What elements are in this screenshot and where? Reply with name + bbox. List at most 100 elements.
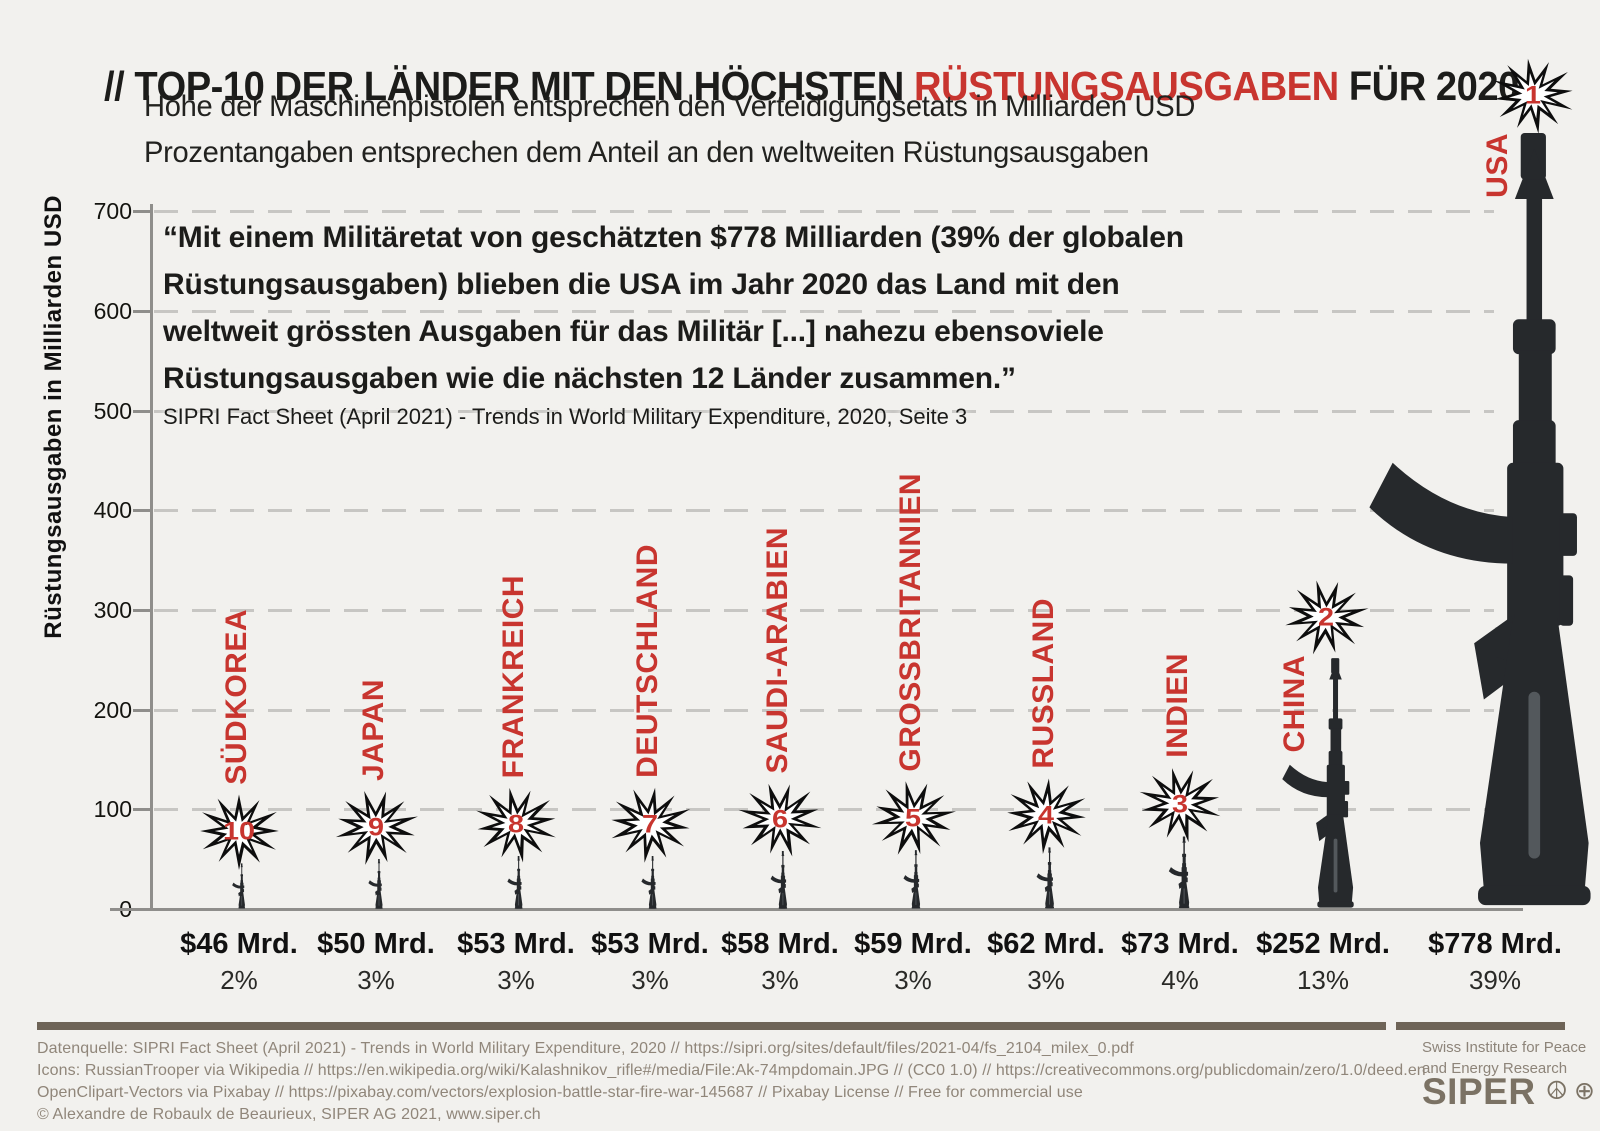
brand-org-line1: Swiss Institute for Peace [1422, 1039, 1587, 1056]
title-accent: RÜSTUNGSAUSGABEN [913, 63, 1339, 110]
rank-badge-6: 6 [732, 777, 828, 866]
svg-text:6: 6 [772, 805, 788, 833]
gun-bar-grossbritannien [902, 850, 924, 909]
value-label-saudi-arabien: $58 Mrd. [721, 928, 839, 960]
country-label-indien: INDIEN [1161, 653, 1194, 758]
explosion-burst-svg: 7 [611, 787, 691, 863]
gun-bar-frankreich [506, 856, 526, 909]
value-label-südkorea: $46 Mrd. [180, 928, 298, 960]
footer-source-line: Datenquelle: SIPRI Fact Sheet (April 202… [37, 1040, 1134, 1057]
gun-bar-china [1276, 658, 1370, 909]
country-label-frankreich: FRANKREICH [497, 574, 530, 778]
country-label-japan: JAPAN [357, 679, 390, 781]
share-label-saudi-arabien: 3% [761, 965, 799, 995]
page-title: // TOP-10 DER LÄNDER MIT DEN HÖCHSTEN RÜ… [104, 63, 1519, 110]
share-label-grossbritannien: 3% [894, 965, 932, 995]
footer-copyright-line: © Alexandre de Robaulx de Beaurieux, SIP… [37, 1106, 541, 1123]
subtitle-line-1: Höhe der Maschinenpistolen entsprechen d… [144, 90, 1196, 123]
svg-text:1: 1 [1525, 81, 1541, 109]
explosion-burst-svg: 2 [1285, 580, 1369, 655]
gridline-100 [154, 808, 1494, 812]
gun-bar-russland [1035, 847, 1058, 909]
y-axis-line [150, 204, 153, 910]
share-label-indien: 4% [1161, 965, 1199, 995]
footer-divider-right [1396, 1022, 1565, 1030]
gun-bar-japan [367, 859, 386, 909]
footer-icons-credit-line: Icons: RussianTrooper via Wikipedia // h… [37, 1062, 1426, 1079]
rifle-silhouette-svg [1369, 133, 1591, 906]
gridline-300 [154, 608, 1494, 612]
rifle-silhouette-svg [368, 859, 383, 909]
explosion-burst-svg: 9 [335, 791, 418, 865]
y-tick-label-200: 200 [93, 696, 132, 723]
y-tick-mark-100 [133, 808, 150, 812]
y-tick-label-400: 400 [93, 497, 132, 524]
explosion-burst-svg: 10 [200, 794, 279, 871]
brand-wordmark: SIPER [1422, 1071, 1536, 1112]
rank-badge-9: 9 [328, 785, 424, 874]
country-label-deutschland: DEUTSCHLAND [631, 544, 664, 778]
gridline-400 [154, 509, 1494, 513]
country-label-saudi-arabien: SAUDI-ARABIEN [761, 526, 794, 774]
country-label-russland: RUSSLAND [1027, 598, 1060, 769]
gridline-600 [154, 309, 1494, 313]
svg-text:3: 3 [1172, 790, 1188, 818]
y-tick-mark-300 [133, 608, 150, 612]
country-label-china: CHINA [1278, 655, 1311, 753]
y-tick-mark-500 [133, 409, 150, 413]
subtitle-line-2: Prozentangaben entsprechen dem Anteil an… [144, 136, 1149, 169]
footer-clipart-credit-line: OpenClipart-Vectors via Pixabay // https… [37, 1084, 1083, 1101]
title-part2: FÜR 2020 [1338, 63, 1520, 110]
rank-badge-8: 8 [468, 782, 564, 871]
country-label-südkorea: SÜDKOREA [220, 609, 253, 785]
gridline-700 [154, 210, 1494, 214]
brand-org-line2: and Energy Research [1422, 1060, 1568, 1077]
gridline-200 [154, 708, 1494, 712]
share-label-frankreich: 3% [497, 965, 535, 995]
rank-badge-4: 4 [998, 773, 1094, 862]
explosion-burst-svg: 6 [738, 783, 822, 857]
country-label-usa: USA [1481, 133, 1514, 198]
rifle-silhouette-svg [1282, 658, 1354, 908]
y-tick-label-600: 600 [93, 297, 132, 324]
y-tick-label-700: 700 [93, 198, 132, 225]
y-tick-mark-400 [133, 509, 150, 513]
rank-badge-7: 7 [602, 782, 698, 871]
siper-logo-block: Swiss Institute for Peace and Energy Res… [1422, 1037, 1600, 1110]
y-tick-label-100: 100 [93, 796, 132, 823]
gun-bar-südkorea [231, 863, 248, 909]
rank-badge-2: 2 [1278, 575, 1374, 664]
value-label-indien: $73 Mrd. [1121, 928, 1239, 960]
share-label-deutschland: 3% [631, 965, 669, 995]
share-label-japan: 3% [357, 965, 395, 995]
quote-source: SIPRI Fact Sheet (April 2021) - Trends i… [163, 404, 968, 429]
explosion-burst-svg: 8 [476, 787, 556, 863]
share-label-usa: 39% [1468, 965, 1522, 995]
footer-divider-left [37, 1022, 1386, 1030]
explosion-burst-svg: 4 [1007, 778, 1086, 854]
y-tick-mark-600 [133, 309, 150, 313]
rifle-silhouette-svg [232, 863, 246, 909]
value-label-frankreich: $53 Mrd. [457, 928, 575, 960]
value-label-usa: $778 Mrd. [1428, 928, 1562, 960]
y-tick-mark-700 [133, 210, 150, 214]
gun-bar-indien [1167, 836, 1194, 909]
share-label-china: 13% [1296, 965, 1350, 995]
rank-badge-5: 5 [865, 776, 961, 865]
y-tick-mark-200 [133, 708, 150, 712]
rifle-silhouette-svg [1168, 836, 1190, 909]
gridline-500 [154, 409, 1494, 413]
rifle-silhouette-svg [507, 856, 523, 909]
rank-badge-1: 1 [1485, 53, 1581, 142]
explosion-burst-svg: 1 [1493, 58, 1573, 134]
peace-and-plus-icons: ☮⊕ [1545, 1077, 1600, 1105]
value-label-russland: $62 Mrd. [987, 928, 1105, 960]
quote-text: “Mit einem Militäretat von geschätzten $… [163, 221, 1184, 395]
brand-name-row: SIPER ☮⊕ [1422, 1073, 1600, 1110]
y-tick-label-300: 300 [93, 596, 132, 623]
svg-text:9: 9 [368, 813, 384, 841]
value-label-deutschland: $53 Mrd. [591, 928, 709, 960]
svg-text:7: 7 [642, 810, 658, 838]
value-label-china: $252 Mrd. [1256, 928, 1390, 960]
gun-bar-saudi-arabien [769, 851, 791, 909]
